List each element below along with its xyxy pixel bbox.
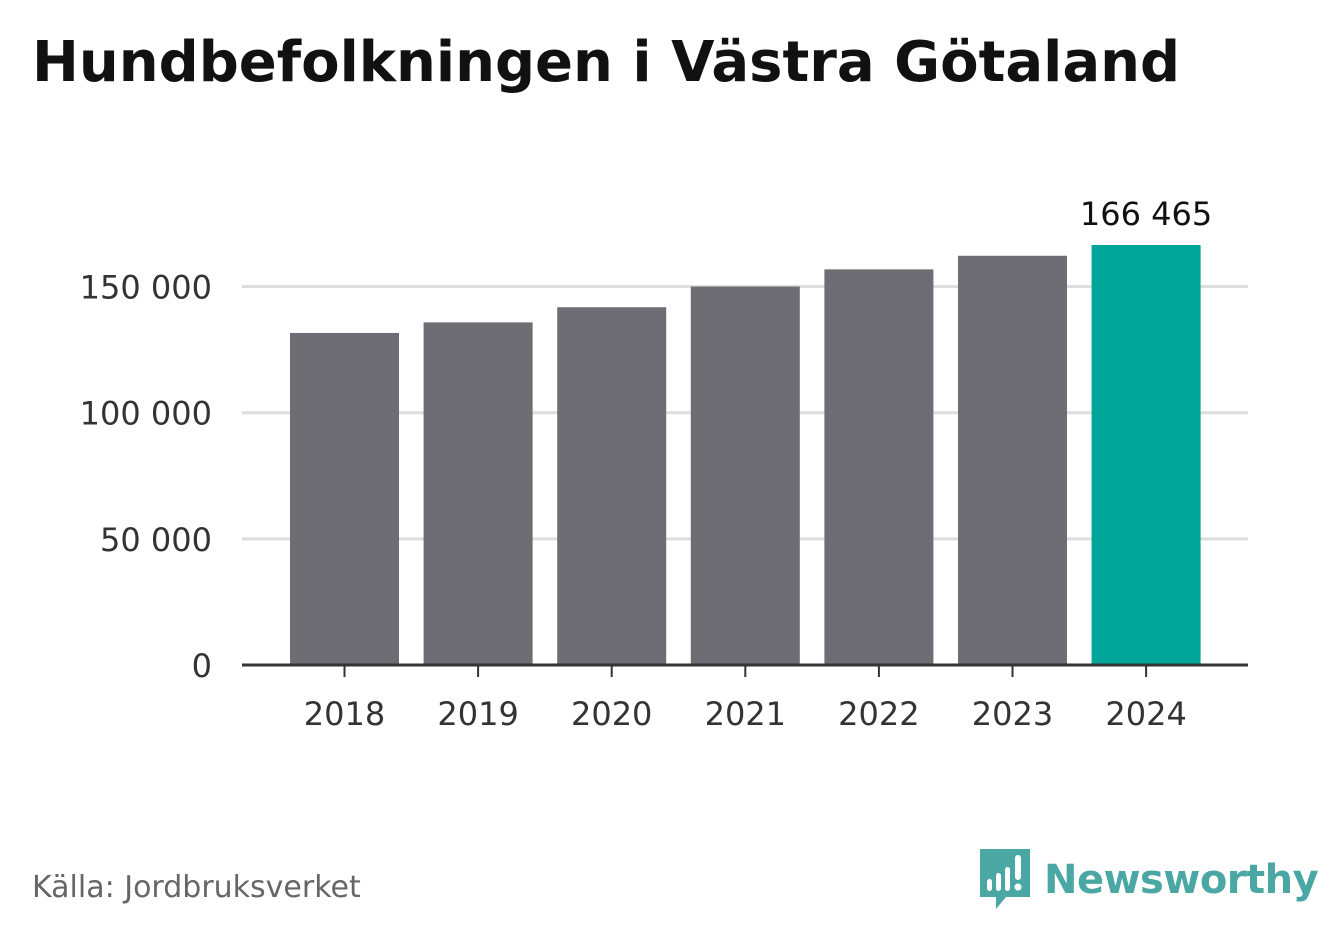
bar [690,286,800,665]
x-tick-label: 2019 [437,695,518,733]
x-tick-label: 2021 [705,695,786,733]
chart-title: Hundbefolkningen i Västra Götaland [32,30,1181,95]
y-tick-label: 50 000 [100,521,212,559]
y-tick-label: 0 [192,647,212,685]
x-tick-label: 2024 [1105,695,1186,733]
brand-name: Newsworthy [1044,857,1319,903]
data-label: 166 465 [1080,195,1212,233]
y-tick-label: 100 000 [80,395,212,433]
bar [423,322,533,665]
x-tick-label: 2023 [972,695,1053,733]
source-note: Källa: Jordbruksverket [32,870,361,905]
bar [290,332,399,665]
bar [557,307,667,665]
bar-chart: 0 50 000 100 000 150 000 2018 2019 2020 2021 202… [80,195,1248,733]
y-tick-label: 150 000 [80,269,212,307]
newsworthy-logo-icon [980,849,1030,909]
x-tick-label: 2020 [571,695,652,733]
brand-logo: Newsworthy [980,848,1319,912]
x-tick-label: 2022 [838,695,919,733]
bar [824,269,934,665]
bar [958,255,1067,666]
x-tick-label: 2018 [304,695,385,733]
bar [1091,245,1201,665]
